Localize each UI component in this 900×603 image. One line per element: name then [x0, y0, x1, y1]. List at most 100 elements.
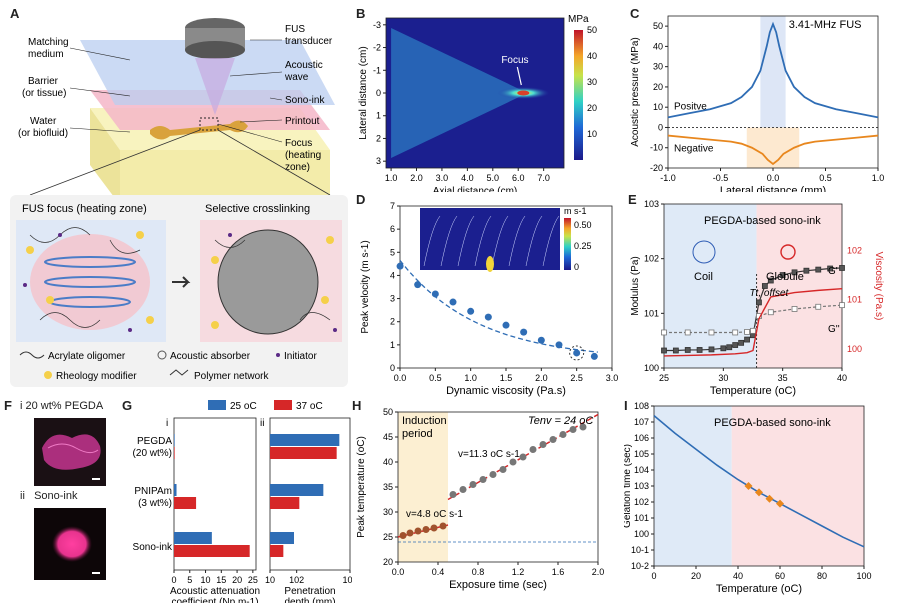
h-point	[469, 481, 477, 488]
label-focus: Focus	[285, 138, 312, 149]
e-marker	[839, 302, 845, 309]
e-marker	[767, 277, 774, 284]
e-globule-label: Globule	[766, 271, 804, 283]
panel-h-chart: 0.0 0.4 0.8 1.2 1.6 2.0 20 25 30 35 40 45 50 Inductio…	[356, 407, 604, 591]
label-matching: Matching	[28, 37, 69, 48]
label-acoustic: Acoustic	[285, 60, 323, 71]
h-point	[414, 527, 422, 535]
c-ytick-label: 40	[653, 41, 663, 51]
h-point	[539, 441, 547, 448]
d-inset-tick: 0.50	[574, 220, 592, 230]
e-yright-tick: 101	[847, 295, 862, 305]
photo-pegda	[34, 418, 106, 486]
i-title: PEGDA-based sono-ink	[714, 417, 831, 429]
focus-arrow	[516, 66, 522, 86]
e-marker	[661, 329, 667, 336]
colorbar-tick-label: 50	[587, 25, 597, 35]
panel-a-schematic: Matching medium Barrier (or tissue) Wate…	[10, 18, 348, 387]
e-marker	[827, 265, 834, 272]
panel-i-chart: 0 20 40 60 80 100 10-2 10-1 100 101 102 103 104 105 10…	[624, 401, 872, 595]
i-xtick-label: 100	[856, 571, 871, 581]
i-bg-blue	[654, 406, 732, 566]
panel-c-chart: -1.0 -0.5 0.0 0.5 1.0 50 40 30 20 10 0 -10 -20 3.41-M…	[630, 15, 884, 192]
d-ytick-label: 1	[390, 340, 395, 350]
e-xlabel: Temperature (oC)	[710, 385, 796, 397]
g-bar-i	[174, 434, 175, 446]
panel-f: i 20 wt% PEGDA ii Sono-ink	[16, 400, 124, 600]
d-ylabel: Peak velocity (m s-1)	[360, 240, 371, 333]
panel-label-i: I	[624, 398, 628, 413]
i-ytick-label: 102	[634, 497, 649, 507]
f-title-i: 20 wt% PEGDA	[25, 400, 104, 412]
d-inset-streamline	[508, 215, 526, 267]
e-coil-icon	[692, 240, 716, 264]
e-series-2	[663, 288, 843, 357]
e-ytick-label: 101	[644, 308, 659, 318]
d-point	[520, 328, 528, 336]
i-xtick-label: 40	[733, 571, 743, 581]
label-biofluid: (or biofluid)	[18, 128, 68, 139]
e-marker	[726, 344, 733, 351]
e-tt-label: Tt, offset	[749, 288, 789, 299]
d-point	[573, 349, 581, 357]
e-xtick-label: 40	[837, 373, 847, 383]
b-ylabel: Lateral distance (cm)	[358, 46, 369, 139]
d-inset-streamline	[474, 215, 492, 267]
c-ytick-label: -10	[650, 143, 663, 153]
legend-acrylate: Acrylate oligomer	[48, 351, 126, 362]
h-xtick-label: 0.4	[432, 567, 445, 577]
b-ytick-label: 0	[376, 88, 381, 98]
f-title-ii: Sono-ink	[34, 490, 78, 502]
d-ytick-label: 2	[390, 317, 395, 327]
e-frame	[663, 203, 843, 369]
d-inset-jet	[486, 256, 494, 272]
e-marker	[732, 329, 739, 336]
panel-label-f: F	[4, 398, 12, 413]
h-ytick-label: 45	[383, 432, 393, 442]
e-marker	[696, 347, 703, 353]
d-point	[537, 336, 545, 344]
e-marker	[791, 306, 798, 312]
sub-left-title: FUS focus (heating zone)	[22, 203, 147, 215]
h-point	[439, 522, 447, 530]
d-fit-curve	[399, 259, 598, 353]
g-xtick-label: 25	[248, 575, 258, 585]
g-xtick-label: 10	[201, 575, 211, 585]
f-roman-ii: ii	[20, 490, 25, 502]
g-bar-ii	[270, 434, 340, 446]
d-inset-colorbar	[564, 218, 571, 270]
h-point	[489, 471, 497, 478]
c-ytick-label: 0	[658, 122, 663, 132]
g-xtick-label: 15	[216, 575, 226, 585]
e-marker	[732, 342, 739, 348]
h-point	[509, 458, 517, 466]
b-xtick-label: 7.0	[537, 173, 550, 183]
h-point	[569, 426, 577, 433]
h-ytick-label: 35	[383, 482, 393, 492]
legend-absorber: Acoustic absorber	[170, 351, 251, 362]
d-inset-tick: 0.25	[574, 241, 592, 251]
b-xlabel: Axial distance (cm)	[433, 186, 517, 192]
d-xtick-label: 3.0	[606, 373, 619, 383]
h-point	[559, 431, 567, 438]
c-ytick-label: 20	[653, 82, 663, 92]
i-ytick-label: 101	[634, 513, 649, 523]
b-xtick-label: 2.0	[410, 173, 423, 183]
panel-d-chart: 0.0 0.5 1.0 1.5 2.0 2.5 3.0 0 1 2 3 4 5 6 7 m s-1 0.50 0.…	[360, 201, 619, 397]
d-point	[467, 307, 475, 315]
i-ytick-label: 100	[634, 529, 649, 539]
d-xtick-label: 0.5	[429, 373, 442, 383]
g-bar-ii	[270, 447, 337, 459]
g-bar-i	[174, 532, 212, 544]
label-tissue: (or tissue)	[22, 88, 66, 99]
legend-polymer: Polymer network	[194, 371, 269, 382]
g-cat: (20 wt%)	[133, 448, 172, 459]
h-point	[479, 476, 487, 483]
panel-label-h: H	[352, 398, 362, 413]
label-wave: wave	[284, 72, 309, 83]
i-ytick-label: 106	[634, 433, 649, 443]
e-marker	[815, 303, 822, 310]
i-xtick-label: 0	[651, 571, 656, 581]
beam-1	[391, 28, 524, 158]
